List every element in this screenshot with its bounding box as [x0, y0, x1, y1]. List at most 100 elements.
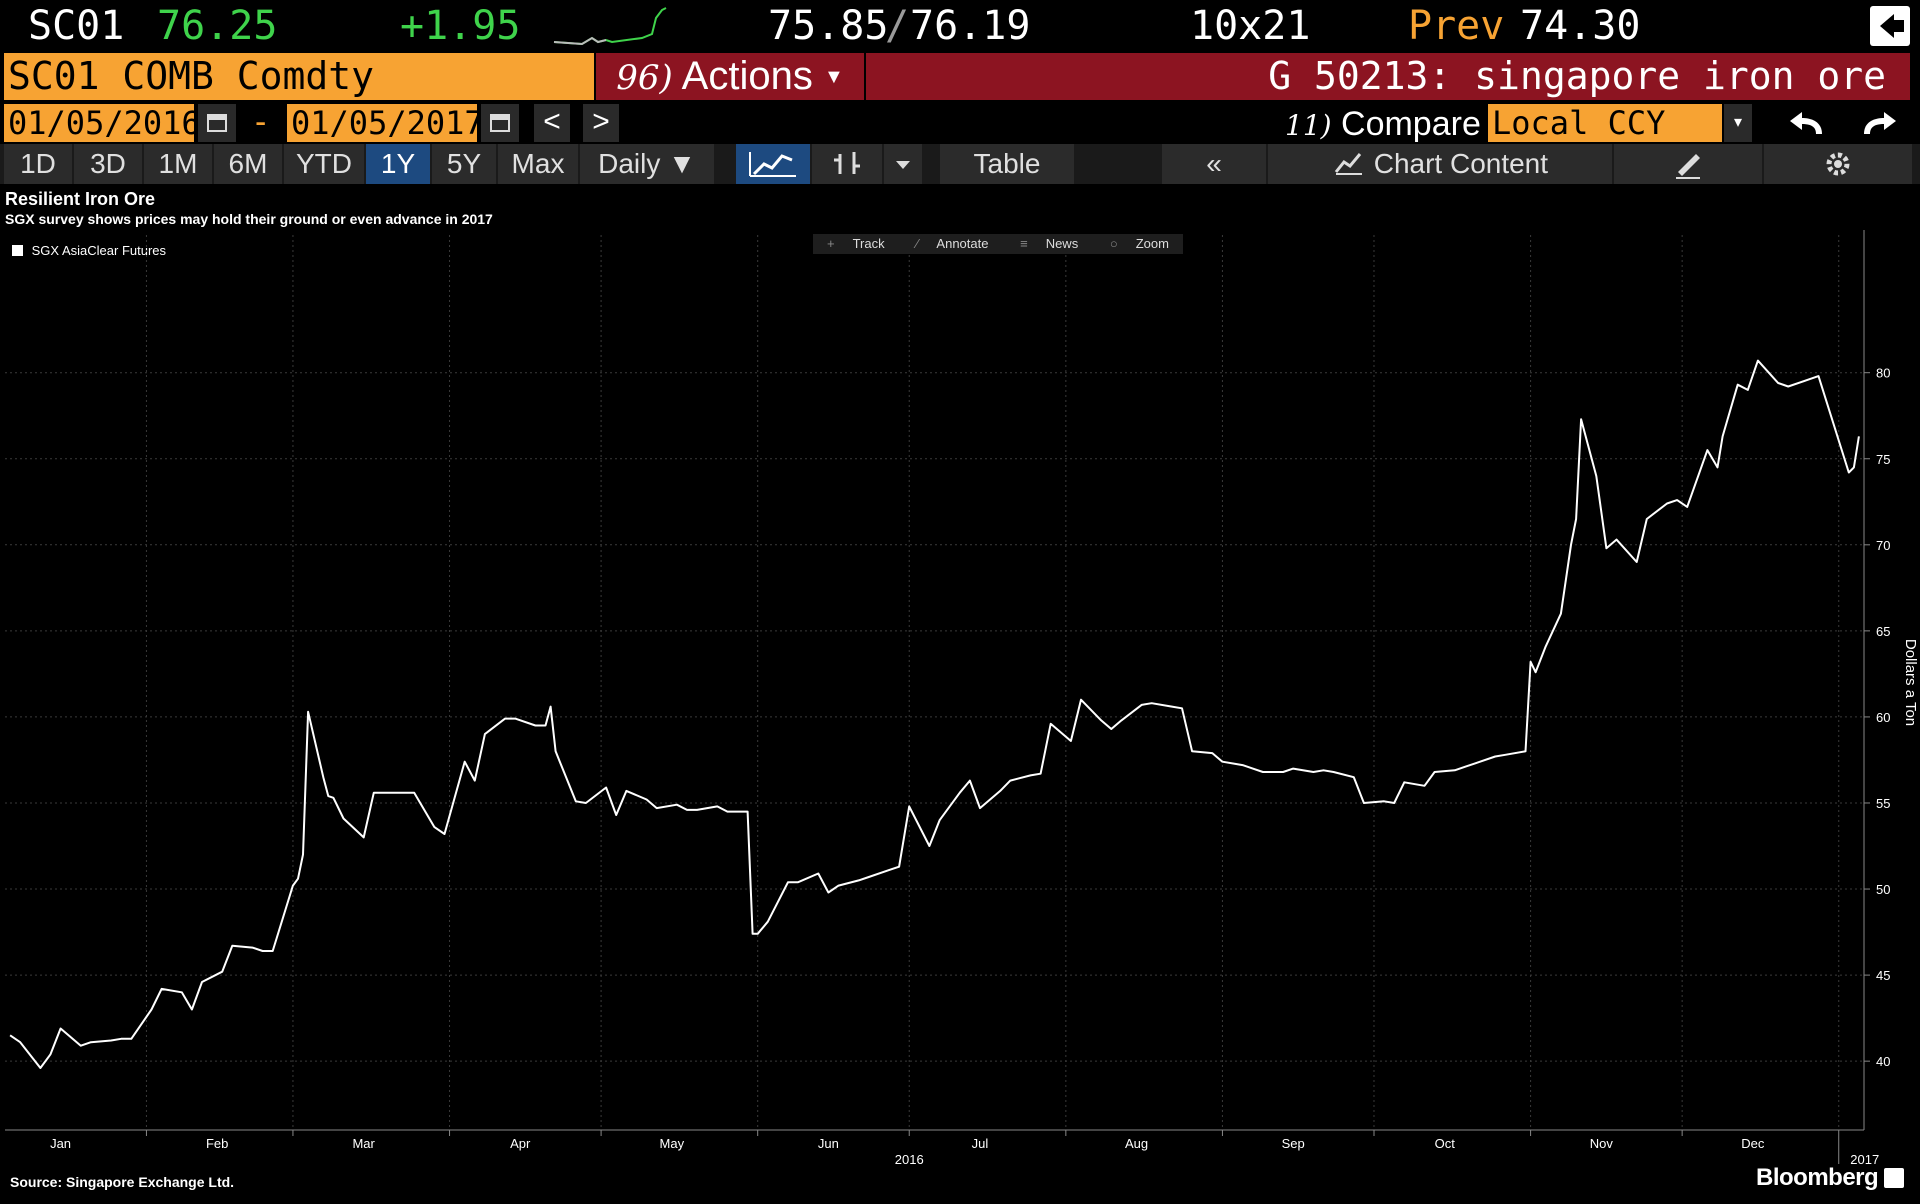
range-1y-button[interactable]: 1Y [366, 144, 430, 184]
x-tick-label: Aug [1125, 1136, 1148, 1151]
x-tick-label: Oct [1435, 1136, 1456, 1151]
x-tick-label: Jun [818, 1136, 839, 1151]
x-tick-label: Apr [510, 1136, 531, 1151]
chart-legend: SGX AsiaClear Futures [12, 243, 166, 258]
line-chart-icon[interactable] [736, 144, 810, 184]
x-tick-label: Feb [206, 1136, 228, 1151]
annotate-label: Annotate [936, 236, 989, 251]
crosshair-icon: + [827, 236, 835, 251]
date-dash: - [255, 103, 267, 141]
year-label: 2016 [895, 1152, 924, 1167]
y-tick-label: 40 [1876, 1054, 1890, 1069]
bid-ask-size: 10x21 [1190, 3, 1311, 49]
bloomberg-terminal-icon [1884, 1168, 1904, 1188]
range-1d-button[interactable]: 1D [4, 144, 72, 184]
x-tick-label: Dec [1741, 1136, 1765, 1151]
chart-content-icon [1334, 153, 1362, 175]
zoom-button[interactable]: ○ Zoom [1096, 234, 1183, 254]
news-button[interactable]: ≡ News [1006, 234, 1092, 254]
end-date-field[interactable]: 01/05/2017 [287, 104, 484, 142]
series-line [9, 359, 1860, 1069]
ticker: SC01 [28, 3, 125, 49]
x-tick-label: Mar [352, 1136, 375, 1151]
security-description: G 50213: singapore iron ore [866, 53, 1910, 100]
y-tick-label: 65 [1876, 624, 1890, 639]
actions-button[interactable]: 96) Actions ▼ [596, 53, 864, 100]
x-tick-label: Jan [50, 1136, 71, 1151]
y-axis-title: Dollars a Ton [1902, 639, 1919, 726]
x-tick-label: Jul [972, 1136, 989, 1151]
intraday-sparkline-icon [553, 7, 667, 46]
chart-type-dropdown-icon[interactable] [884, 144, 922, 184]
range-max-button[interactable]: Max [498, 144, 578, 184]
currency-field[interactable]: Local CCY [1488, 104, 1722, 142]
legend-label: SGX AsiaClear Futures [31, 243, 167, 258]
price-chart: 40 45 50 55 60 65 70 75 80 Jan Feb Mar Apr May Jun Jul A… [5, 230, 1919, 1167]
y-tick-label: 80 [1876, 366, 1890, 381]
x-tick-label: May [660, 1136, 685, 1151]
y-tick-label: 75 [1876, 452, 1890, 467]
range-toolbar: 1D 3D 1M 6M YTD 1Y 5Y Max Daily ▼ Table … [0, 144, 1920, 184]
news-label: News [1045, 236, 1079, 251]
x-tick-label: Sep [1282, 1136, 1305, 1151]
undo-icon[interactable] [1780, 104, 1840, 142]
pencil-icon: ⁄ [916, 236, 919, 251]
y-tick-label: 50 [1876, 882, 1890, 897]
last-price: 76.25 [157, 3, 278, 49]
actions-label: Actions [681, 54, 813, 98]
collapse-icon[interactable]: « [1162, 144, 1266, 184]
range-6m-button[interactable]: 6M [214, 144, 282, 184]
zoom-label: Zoom [1135, 236, 1169, 251]
y-tick-label: 45 [1876, 968, 1890, 983]
prev-price: 74.30 [1520, 3, 1641, 49]
table-button[interactable]: Table [940, 144, 1074, 184]
redo-icon[interactable] [1846, 104, 1906, 142]
chevron-right-icon[interactable]: > [583, 104, 619, 142]
range-5y-button[interactable]: 5Y [432, 144, 496, 184]
net-change: +1.95 [400, 3, 521, 49]
y-tick-label: 55 [1876, 796, 1890, 811]
security-bar: SC01 COMB Comdty 96) Actions ▼ G 50213: … [0, 53, 1920, 100]
x-tick-label: Nov [1590, 1136, 1614, 1151]
gear-icon[interactable] [1764, 144, 1912, 184]
date-bar: 01/05/2016 - 01/05/2017 < > 11) Compare … [0, 102, 1920, 143]
chart-tools: + Track ⁄ Annotate ≡ News ○ Zoom [813, 234, 1183, 254]
bid-ask-separator: / [885, 3, 910, 49]
track-button[interactable]: + Track [813, 234, 899, 254]
source-note: Source: Singapore Exchange Ltd. [10, 1174, 235, 1190]
news-icon: ≡ [1020, 236, 1028, 251]
magnifier-icon: ○ [1109, 236, 1118, 251]
y-tick-label: 70 [1876, 538, 1890, 553]
bloomberg-logo: Bloomberg [1756, 1164, 1879, 1191]
chevron-down-icon[interactable]: ▾ [1724, 104, 1752, 142]
y-tick-label: 60 [1876, 710, 1890, 725]
quote-line: SC01 76.25 +1.95 75.85 / 76.19 10x21 Pre… [0, 0, 1920, 52]
track-label: Track [852, 236, 885, 251]
frequency-dropdown[interactable]: Daily ▼ [580, 144, 714, 184]
exit-arrow-icon[interactable] [1870, 6, 1910, 46]
annotate-button[interactable]: ⁄ Annotate [902, 234, 1002, 254]
bar-chart-icon[interactable] [812, 144, 882, 184]
caret-down-icon: ▼ [823, 66, 844, 88]
range-3d-button[interactable]: 3D [74, 144, 142, 184]
compare-number: 11) [1285, 109, 1332, 142]
calendar-icon[interactable] [481, 104, 519, 142]
bid-price: 75.85 [768, 3, 889, 49]
chart-title: Resilient Iron Ore [5, 189, 156, 209]
legend-swatch [12, 245, 23, 256]
start-date-field[interactable]: 01/05/2016 [4, 104, 201, 142]
edit-chart-icon[interactable] [1614, 144, 1762, 184]
chart-content-button[interactable]: Chart Content [1268, 144, 1612, 184]
range-1m-button[interactable]: 1M [144, 144, 212, 184]
actions-number: 96) [616, 58, 673, 98]
year-end-label: 2017 [1850, 1152, 1879, 1167]
chevron-left-icon[interactable]: < [534, 104, 570, 142]
chart-subtitle: SGX survey shows prices may hold their g… [5, 211, 493, 227]
prev-label: Prev [1408, 3, 1505, 49]
ask-price: 76.19 [910, 3, 1031, 49]
compare-label: Compare [1341, 105, 1481, 143]
range-ytd-button[interactable]: YTD [284, 144, 364, 184]
compare-button[interactable]: 11) Compare [1285, 104, 1481, 146]
security-field[interactable]: SC01 COMB Comdty [4, 53, 594, 100]
calendar-icon[interactable] [198, 104, 236, 142]
